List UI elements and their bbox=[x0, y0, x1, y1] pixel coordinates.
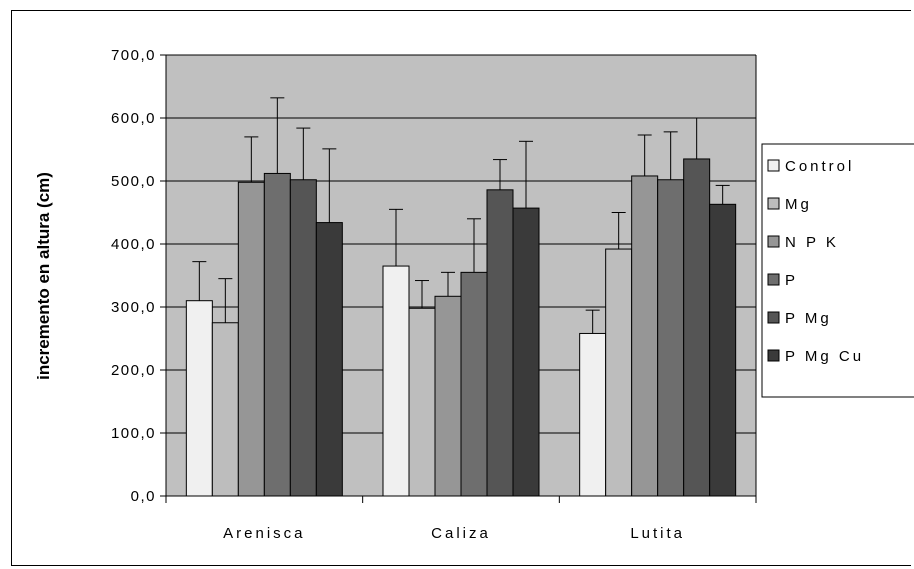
bar bbox=[709, 203, 737, 497]
bar bbox=[486, 189, 514, 497]
y-tick-label: 200,0 bbox=[111, 362, 156, 379]
legend-swatch bbox=[767, 273, 780, 286]
y-tick-label: 700,0 bbox=[111, 47, 156, 64]
bar bbox=[434, 295, 462, 497]
bar bbox=[512, 207, 540, 497]
legend-label: Mg bbox=[785, 196, 812, 213]
bar bbox=[605, 248, 633, 497]
legend-label: N P K bbox=[785, 234, 839, 251]
bar bbox=[460, 271, 488, 497]
bar bbox=[211, 322, 239, 497]
legend: Control Mg N P K P P Mg P Mg Cu bbox=[761, 143, 914, 398]
bar bbox=[237, 181, 265, 497]
legend-swatch bbox=[767, 197, 780, 210]
legend-swatch bbox=[767, 235, 780, 248]
bar bbox=[315, 222, 343, 497]
legend-label: P Mg bbox=[785, 310, 832, 327]
legend-swatch bbox=[767, 159, 780, 172]
y-tick-label: 100,0 bbox=[111, 425, 156, 442]
bar bbox=[408, 307, 436, 497]
error-bars bbox=[192, 97, 730, 334]
legend-label: Control bbox=[785, 158, 854, 175]
bar bbox=[683, 158, 711, 497]
legend-swatch bbox=[767, 311, 780, 324]
x-axis-categories: Arenisca Caliza Lutita bbox=[223, 525, 685, 542]
bars bbox=[185, 158, 737, 497]
legend-label: P Mg Cu bbox=[785, 348, 864, 365]
axes bbox=[165, 54, 757, 503]
bar bbox=[657, 179, 685, 497]
y-axis-ticks: 0,0 100,0 200,0 300,0 400,0 500,0 600,0 700,0 bbox=[111, 47, 166, 505]
y-axis-label: incremento en altura (cm) bbox=[34, 172, 53, 380]
bar bbox=[631, 175, 659, 497]
y-tick-label: 0,0 bbox=[131, 488, 156, 505]
legend-box bbox=[761, 143, 914, 398]
x-category-label: Caliza bbox=[431, 525, 491, 542]
bar bbox=[579, 332, 607, 497]
legend-swatch bbox=[767, 349, 780, 362]
bar bbox=[289, 179, 317, 497]
y-tick-label: 300,0 bbox=[111, 299, 156, 316]
y-tick-label: 500,0 bbox=[111, 173, 156, 190]
bar bbox=[185, 300, 213, 497]
y-tick-label: 400,0 bbox=[111, 236, 156, 253]
x-category-label: Lutita bbox=[630, 525, 685, 542]
bar bbox=[382, 265, 410, 497]
legend-label: P bbox=[785, 272, 798, 289]
bar bbox=[263, 172, 291, 497]
x-category-label: Arenisca bbox=[223, 525, 305, 542]
y-tick-label: 600,0 bbox=[111, 110, 156, 127]
